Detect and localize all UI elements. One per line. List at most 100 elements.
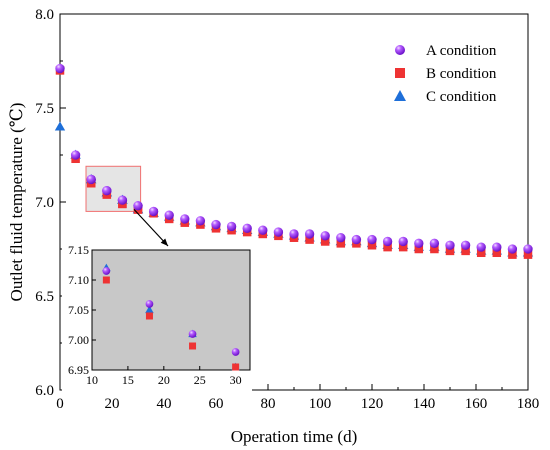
inset-background [91, 249, 251, 371]
inset-x-tick-label: 20 [158, 373, 170, 387]
data-points [54, 63, 534, 259]
point-a-condition [258, 225, 268, 235]
x-axis: 0 20 40 60 80 100 120 140 160 180 [56, 384, 539, 412]
inset-x-tick-label: 30 [230, 373, 242, 387]
point-a-condition [164, 210, 174, 220]
legend-label-c: C condition [426, 89, 497, 105]
point-c-condition [54, 121, 66, 131]
x-tick-label: 20 [105, 396, 120, 412]
x-tick-label: 100 [309, 396, 332, 412]
point-b-condition [492, 248, 502, 258]
point-b-condition [445, 246, 455, 256]
inset-x-tick-label: 25 [194, 373, 206, 387]
x-tick-label: 160 [465, 396, 488, 412]
inset-point-b-condition [145, 312, 153, 320]
inset-data-points [102, 263, 240, 371]
point-b-condition [523, 250, 533, 259]
point-a-condition [55, 63, 65, 74]
point-a-condition [476, 242, 486, 252]
point-b-condition [398, 242, 408, 252]
point-a-condition [226, 221, 237, 232]
inset-y-axis: 6.95 7.00 7.05 7.10 7.15 [68, 243, 96, 377]
point-a-condition [382, 236, 393, 247]
legend-label-a: A condition [426, 43, 497, 59]
legend-item-a-condition: A condition [395, 43, 497, 59]
point-b-condition [336, 239, 346, 248]
y-tick-label: 8.0 [35, 7, 54, 23]
point-a-condition [320, 231, 330, 241]
point-a-condition [445, 240, 455, 250]
legend-label-b: B condition [426, 66, 497, 82]
inset-point-b-condition [102, 276, 110, 284]
point-b-condition [320, 237, 330, 246]
point-b-condition [476, 248, 486, 258]
y-tick-label: 6.5 [35, 289, 54, 305]
main-plot-area: 0 20 40 60 80 100 120 140 160 180 6.0 6.5 7.0 7.5 8.0 [35, 7, 539, 412]
zoom-arrow-line [133, 208, 169, 247]
legend-marker-c [394, 90, 406, 101]
inset-x-axis: 10 15 20 25 30 [62, 248, 252, 392]
inset-x-tick-label: 15 [122, 373, 134, 387]
legend: A condition B condition C condition [394, 43, 497, 105]
x-tick-label: 60 [209, 396, 224, 412]
point-b-condition [305, 235, 314, 244]
inset-axis-backing [62, 370, 252, 392]
inset-point-b-condition [232, 363, 240, 371]
point-a-condition [351, 234, 362, 245]
point-a-condition [195, 216, 206, 226]
point-b-condition [414, 244, 424, 254]
inset-axis-backing [62, 248, 92, 392]
legend-item-b-condition: B condition [395, 66, 497, 82]
y-tick-label: 7.0 [35, 195, 54, 211]
inset-point-a-condition [102, 267, 111, 275]
point-b-condition [461, 246, 470, 256]
x-tick-label: 180 [517, 396, 540, 412]
inset-point-a-condition [188, 330, 197, 338]
x-tick-label: 40 [157, 396, 172, 412]
y-tick-label: 6.0 [35, 383, 54, 399]
point-a-condition [304, 229, 315, 239]
point-a-condition [86, 174, 96, 185]
x-axis-title: Operation time (d) [231, 427, 358, 446]
point-a-condition [289, 229, 299, 239]
point-a-condition [460, 240, 471, 250]
x-tick-label: 80 [261, 396, 276, 412]
x-tick-label: 140 [413, 396, 436, 412]
point-a-condition [273, 227, 284, 237]
inset-point-a-condition [231, 348, 240, 356]
point-a-condition [242, 223, 252, 233]
point-a-condition [429, 238, 440, 249]
point-b-condition [367, 240, 377, 250]
inset-point-a-condition [145, 300, 154, 308]
highlight-rectangle [85, 165, 142, 212]
point-a-condition [398, 236, 408, 247]
inset-y-tick-label: 6.95 [68, 363, 89, 377]
point-a-condition [180, 214, 190, 224]
point-a-condition [133, 201, 143, 211]
legend-marker-b [395, 68, 405, 78]
point-a-condition [507, 244, 518, 254]
point-a-condition [117, 195, 128, 205]
inset-point-b-condition [189, 342, 197, 350]
point-b-condition [508, 250, 517, 259]
x-tick-label: 120 [361, 396, 384, 412]
point-a-condition [523, 244, 533, 254]
inset-point-c-condition [145, 305, 154, 314]
x-tick-label: 0 [56, 396, 64, 412]
point-b-condition [430, 244, 439, 254]
inset-y-tick-label: 7.05 [68, 303, 89, 317]
point-a-condition [211, 219, 221, 230]
y-axis-title: Outlet fluid temperature (℃) [7, 103, 26, 302]
point-b-condition [383, 242, 392, 252]
point-a-condition [148, 206, 159, 217]
inset-zoom-chart: 10 15 20 25 30 6.95 7.00 7.05 7.10 7.15 [62, 243, 252, 392]
point-a-condition [102, 186, 112, 196]
point-a-condition [367, 234, 377, 245]
y-tick-label: 7.5 [35, 101, 54, 117]
zoom-arrow-head [160, 238, 168, 246]
point-a-condition [414, 238, 424, 249]
legend-marker-a [395, 45, 405, 55]
inset-y-tick-label: 7.00 [68, 333, 89, 347]
inset-y-tick-label: 7.15 [68, 243, 89, 257]
